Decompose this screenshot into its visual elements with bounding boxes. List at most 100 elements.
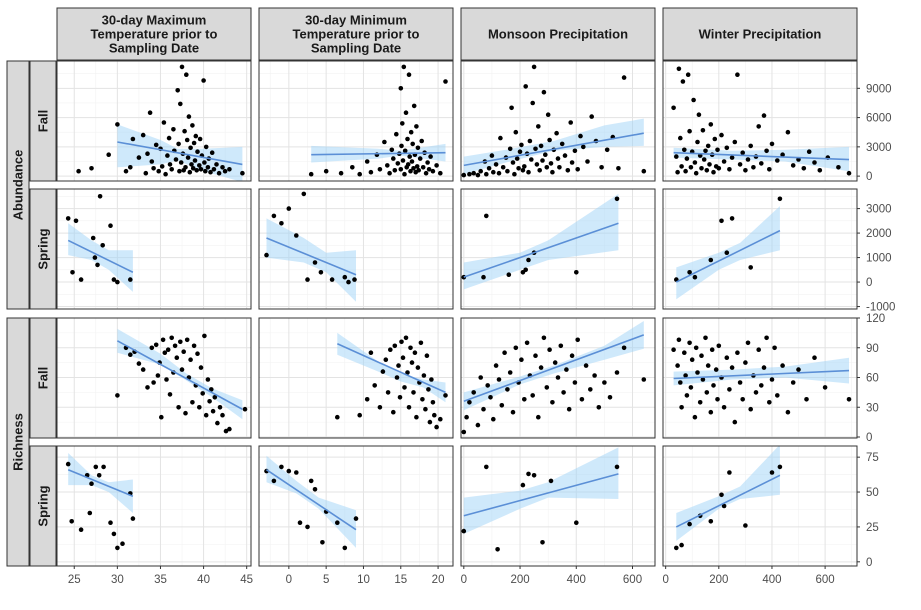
data-point (599, 165, 604, 170)
panel-content (259, 189, 453, 309)
data-point (695, 139, 700, 145)
panel-border (460, 60, 656, 182)
facet-panel (460, 188, 656, 310)
data-point (769, 470, 775, 475)
facet-panel (460, 317, 656, 439)
data-point (136, 361, 142, 366)
data-point (78, 277, 84, 282)
data-point (684, 393, 690, 398)
data-point (167, 392, 173, 397)
data-point (388, 347, 393, 353)
data-point (520, 168, 526, 173)
data-point (89, 166, 94, 171)
data-point (186, 114, 192, 119)
column-strip-bg (56, 7, 252, 61)
data-point (426, 387, 431, 392)
row-strip-bg (29, 60, 57, 182)
data-point (748, 265, 753, 270)
data-point (735, 72, 740, 77)
regression-line (463, 334, 645, 403)
confidence-band (266, 455, 356, 548)
data-point (210, 408, 216, 414)
data-point (756, 124, 761, 129)
data-point (541, 89, 547, 95)
data-point (428, 154, 433, 159)
regression-line (463, 132, 644, 167)
y-tick-label: -1000 (866, 302, 895, 314)
data-point (188, 145, 193, 151)
data-point (676, 337, 682, 343)
data-point (408, 168, 413, 174)
data-point (434, 163, 439, 168)
data-point (194, 168, 199, 173)
facet-panel (56, 445, 252, 567)
data-point (409, 159, 415, 164)
data-point (178, 339, 183, 345)
data-point (713, 367, 719, 372)
data-point (411, 103, 417, 109)
data-point (203, 412, 209, 418)
data-point (425, 160, 430, 165)
data-point (743, 523, 748, 528)
data-point (506, 272, 512, 278)
data-point (737, 162, 743, 167)
data-point (90, 235, 96, 241)
data-point (312, 487, 318, 492)
data-point (478, 375, 484, 380)
data-point (464, 414, 469, 420)
data-point (729, 216, 735, 221)
data-point (531, 473, 537, 478)
data-point (536, 414, 541, 420)
data-point (700, 377, 706, 382)
group-strip-label: Richness (11, 413, 26, 471)
panel-border (56, 188, 252, 310)
data-point (159, 414, 164, 420)
data-point (195, 351, 200, 357)
data-point (502, 350, 507, 356)
data-point (510, 160, 516, 165)
panel-content (461, 189, 655, 309)
data-point (536, 124, 541, 129)
panel-border (56, 445, 252, 567)
data-point (212, 395, 218, 400)
data-point (510, 409, 516, 415)
data-point (350, 165, 355, 170)
data-point (399, 143, 404, 149)
data-point (550, 169, 555, 175)
data-point (496, 377, 502, 382)
data-point (675, 169, 680, 175)
y-tick-label: 0 (866, 432, 872, 444)
data-point (264, 252, 269, 258)
data-point (679, 405, 684, 410)
regression-line (266, 469, 357, 531)
data-point (769, 141, 775, 147)
data-point (701, 157, 707, 162)
data-point (191, 343, 197, 349)
data-point (190, 123, 195, 128)
data-point (761, 365, 767, 370)
data-point (538, 143, 544, 149)
data-point (192, 158, 198, 163)
data-point (475, 172, 481, 178)
data-point (523, 267, 528, 273)
confidence-band (463, 447, 619, 534)
data-point (419, 138, 425, 144)
data-point (621, 345, 627, 351)
data-point (565, 168, 571, 173)
data-point (467, 171, 472, 177)
panel-content (663, 446, 857, 566)
data-point (743, 168, 748, 173)
data-point (616, 166, 621, 171)
data-point (301, 191, 307, 197)
data-point (215, 420, 220, 426)
data-point (745, 157, 751, 162)
data-point (406, 405, 412, 410)
data-point (432, 412, 437, 418)
data-point (683, 168, 688, 174)
data-point (399, 339, 404, 345)
data-point (692, 160, 698, 165)
data-point (724, 355, 730, 361)
data-point (688, 165, 694, 170)
x-tick-label: 400 (567, 574, 586, 586)
